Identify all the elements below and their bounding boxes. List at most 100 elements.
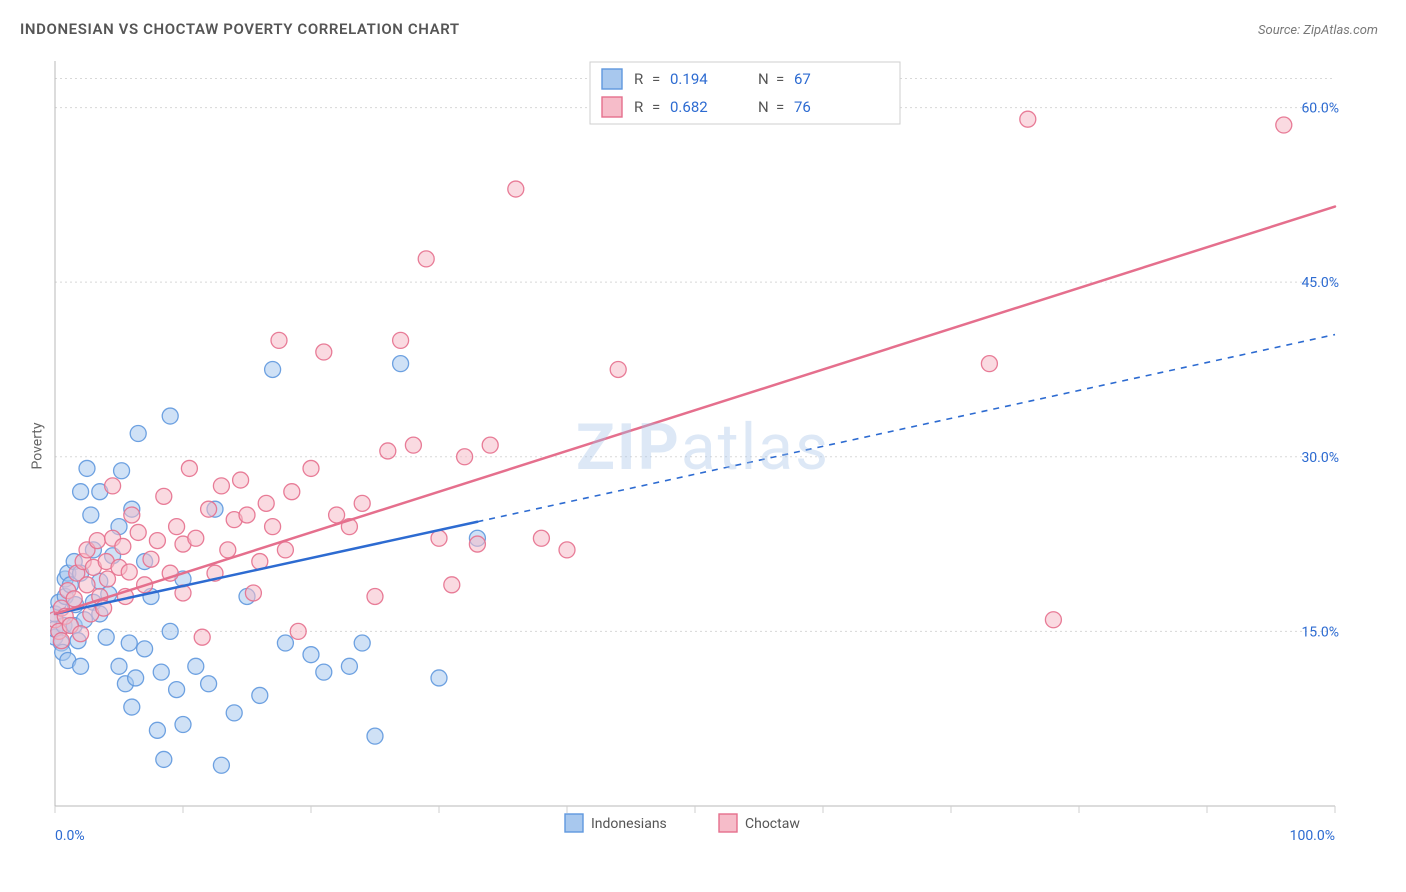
svg-text:R: R [634, 98, 643, 116]
data-point [162, 408, 178, 424]
data-point [277, 542, 293, 558]
data-point [265, 519, 281, 535]
data-point [431, 670, 447, 686]
scatter-chart: 0.0% 100.0% 15.0% 30.0% 45.0% 60.0% R = 0.194 N = 6… [50, 56, 1356, 846]
data-point [156, 751, 172, 767]
data-point [188, 530, 204, 546]
data-point [393, 332, 409, 348]
svg-text:30.0%: 30.0% [1301, 450, 1339, 466]
data-point [121, 635, 137, 651]
data-point [981, 356, 997, 372]
legend-label: Choctaw [745, 816, 800, 832]
svg-text:67: 67 [794, 70, 811, 88]
data-point [194, 629, 210, 645]
data-point [354, 635, 370, 651]
data-point [213, 478, 229, 494]
data-point [380, 443, 396, 459]
svg-text:0.194: 0.194 [670, 70, 708, 88]
svg-text:N: N [758, 98, 769, 116]
data-point [149, 533, 165, 549]
data-point [233, 472, 249, 488]
data-point [130, 426, 146, 442]
data-point [1020, 111, 1036, 127]
data-point [111, 658, 127, 674]
svg-text:=: = [776, 70, 784, 88]
data-point [89, 533, 105, 549]
svg-text:76: 76 [794, 98, 811, 116]
data-point [367, 728, 383, 744]
data-point [610, 361, 626, 377]
data-point [290, 623, 306, 639]
data-point [53, 633, 69, 649]
data-point [303, 460, 319, 476]
data-point [457, 449, 473, 465]
data-point [162, 623, 178, 639]
data-point [79, 577, 95, 593]
data-point [1276, 117, 1292, 133]
data-point [149, 722, 165, 738]
data-point [431, 530, 447, 546]
trend-line [55, 207, 1335, 614]
svg-text:60.0%: 60.0% [1301, 101, 1339, 117]
svg-text:N: N [758, 70, 769, 88]
data-point [128, 670, 144, 686]
data-point [271, 332, 287, 348]
svg-text:15.0%: 15.0% [1301, 624, 1339, 640]
data-point [73, 658, 89, 674]
data-point [79, 460, 95, 476]
data-point [533, 530, 549, 546]
legend-swatch [719, 814, 737, 832]
y-axis-label: Poverty [30, 422, 46, 469]
data-point [143, 551, 159, 567]
legend-label: Indonesians [591, 816, 667, 832]
data-point [105, 478, 121, 494]
data-point [252, 687, 268, 703]
data-point [508, 181, 524, 197]
data-point [66, 591, 82, 607]
data-point [277, 635, 293, 651]
data-point [418, 251, 434, 267]
data-point [188, 658, 204, 674]
svg-text:=: = [652, 98, 660, 116]
data-point [130, 524, 146, 540]
data-point [265, 361, 281, 377]
chart-title: INDONESIAN VS CHOCTAW POVERTY CORRELATIO… [20, 20, 460, 38]
data-point [201, 676, 217, 692]
data-point [73, 484, 89, 500]
data-point [354, 495, 370, 511]
svg-text:0.0%: 0.0% [55, 828, 85, 844]
data-point [316, 664, 332, 680]
data-point [181, 460, 197, 476]
data-point [303, 647, 319, 663]
data-point [83, 507, 99, 523]
data-point [284, 484, 300, 500]
data-point [316, 344, 332, 360]
data-point [114, 463, 130, 479]
data-point [169, 682, 185, 698]
data-point [393, 356, 409, 372]
svg-text:R: R [634, 70, 643, 88]
data-point [169, 519, 185, 535]
data-point [1045, 612, 1061, 628]
legend-swatch [602, 97, 622, 117]
svg-text:45.0%: 45.0% [1301, 275, 1339, 291]
data-point [341, 658, 357, 674]
data-point [469, 536, 485, 552]
data-point [98, 629, 114, 645]
data-point [137, 641, 153, 657]
data-point [482, 437, 498, 453]
data-point [226, 705, 242, 721]
data-point [156, 488, 172, 504]
svg-text:=: = [776, 98, 784, 116]
data-point [444, 577, 460, 593]
svg-text:100.0%: 100.0% [1290, 828, 1335, 844]
chart-container: 0.0% 100.0% 15.0% 30.0% 45.0% 60.0% R = 0.194 N = 6… [50, 56, 1356, 846]
data-point [245, 585, 261, 601]
legend-swatch [602, 69, 622, 89]
legend-swatch [565, 814, 583, 832]
data-point [153, 664, 169, 680]
svg-text:=: = [652, 70, 660, 88]
data-point [258, 495, 274, 511]
data-point [367, 588, 383, 604]
data-point [124, 507, 140, 523]
